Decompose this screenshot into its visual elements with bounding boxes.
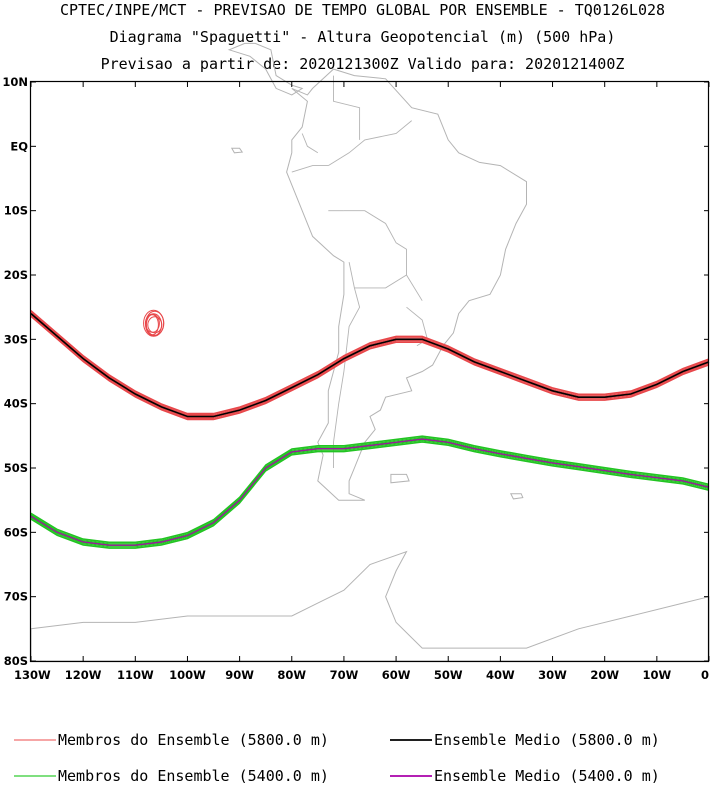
member-line-5400 bbox=[30, 440, 710, 548]
antarctica bbox=[30, 550, 710, 662]
lon-tick-label: 10W bbox=[642, 668, 671, 682]
lat-tick-label: 10S bbox=[4, 204, 28, 218]
lon-tick-label: 80W bbox=[277, 668, 306, 682]
legend: Membros do Ensemble (5800.0 m) Ensemble M… bbox=[14, 731, 660, 785]
lon-tick-label: 100W bbox=[169, 668, 206, 682]
lat-tick-label: 30S bbox=[4, 332, 28, 346]
title-line-1: CPTEC/INPE/MCT - PREVISAO DE TEMPO GLOBA… bbox=[59, 1, 666, 19]
member-line-5800 bbox=[30, 316, 710, 421]
mean-line-5400 bbox=[30, 438, 710, 546]
legend-label: Membros do Ensemble (5400.0 m) bbox=[58, 767, 329, 785]
lon-tick-label: 70W bbox=[330, 668, 359, 682]
member-line-5400 bbox=[30, 437, 710, 545]
coastline-layer bbox=[30, 42, 710, 662]
member-closed-contour bbox=[145, 314, 159, 336]
legend-label: Ensemble Medio (5800.0 m) bbox=[434, 731, 660, 749]
member-line-5800 bbox=[30, 314, 710, 419]
country-border bbox=[333, 262, 361, 468]
lat-tick-label: 80S bbox=[4, 654, 28, 668]
south-america-coast bbox=[286, 68, 527, 501]
lon-tick-label: 90W bbox=[225, 668, 254, 682]
member-closed-contour bbox=[143, 309, 165, 337]
member-closed-contour bbox=[147, 316, 163, 334]
lat-tick-label: 70S bbox=[4, 590, 28, 604]
member-line-5400 bbox=[30, 436, 710, 544]
member-line-5400 bbox=[30, 441, 710, 549]
series-layer bbox=[30, 309, 710, 549]
falklands bbox=[390, 473, 410, 484]
map-frame bbox=[29, 80, 710, 663]
member-line-5800 bbox=[30, 310, 710, 415]
axis-ticks: 130W 120W 110W 100W 90W 80W 70W 60W 50W 40W 30W 20W… bbox=[2, 75, 710, 682]
member-line-5800 bbox=[30, 311, 710, 416]
lat-tick-label: 60S bbox=[4, 525, 28, 539]
lon-tick-label: 60W bbox=[382, 668, 411, 682]
country-border bbox=[328, 120, 412, 166]
country-border bbox=[354, 274, 423, 301]
lon-tick-label: 40W bbox=[486, 668, 515, 682]
member-line-5800 bbox=[30, 313, 710, 418]
title-line-2: Diagrama "Spaguetti" - Altura Geopotenci… bbox=[109, 28, 616, 46]
lon-tick-label: 120W bbox=[65, 668, 102, 682]
mean-line-5800 bbox=[30, 312, 710, 418]
lat-tick-label: 40S bbox=[4, 397, 28, 411]
country-border bbox=[333, 75, 361, 140]
country-border bbox=[291, 165, 329, 173]
member-line-5800 bbox=[30, 310, 710, 414]
lon-tick-label: 50W bbox=[434, 668, 463, 682]
member-line-5800 bbox=[30, 315, 710, 420]
country-border bbox=[301, 133, 319, 154]
member-line-5400 bbox=[30, 441, 710, 549]
member-line-5400 bbox=[30, 439, 710, 547]
title-line-3: Previsao a partir de: 2020121300Z Valido… bbox=[100, 55, 625, 73]
country-border bbox=[343, 210, 407, 275]
lon-tick-label: 130W bbox=[14, 668, 51, 682]
lat-tick-label: 10N bbox=[2, 75, 28, 89]
south-georgia bbox=[509, 493, 524, 500]
lat-tick-label: 50S bbox=[4, 461, 28, 475]
lat-tick-label: EQ bbox=[10, 139, 28, 153]
galapagos bbox=[230, 147, 244, 154]
lon-tick-label: 30W bbox=[538, 668, 567, 682]
lon-tick-label: 20W bbox=[590, 668, 619, 682]
lon-tick-label: 0 bbox=[701, 668, 709, 682]
lat-tick-label: 20S bbox=[4, 268, 28, 282]
legend-label: Ensemble Medio (5400.0 m) bbox=[434, 767, 660, 785]
member-line-5400 bbox=[30, 435, 710, 543]
member-line-5400 bbox=[30, 437, 710, 546]
central-america bbox=[227, 42, 304, 96]
lon-tick-label: 110W bbox=[117, 668, 154, 682]
legend-label: Membros do Ensemble (5800.0 m) bbox=[58, 731, 329, 749]
